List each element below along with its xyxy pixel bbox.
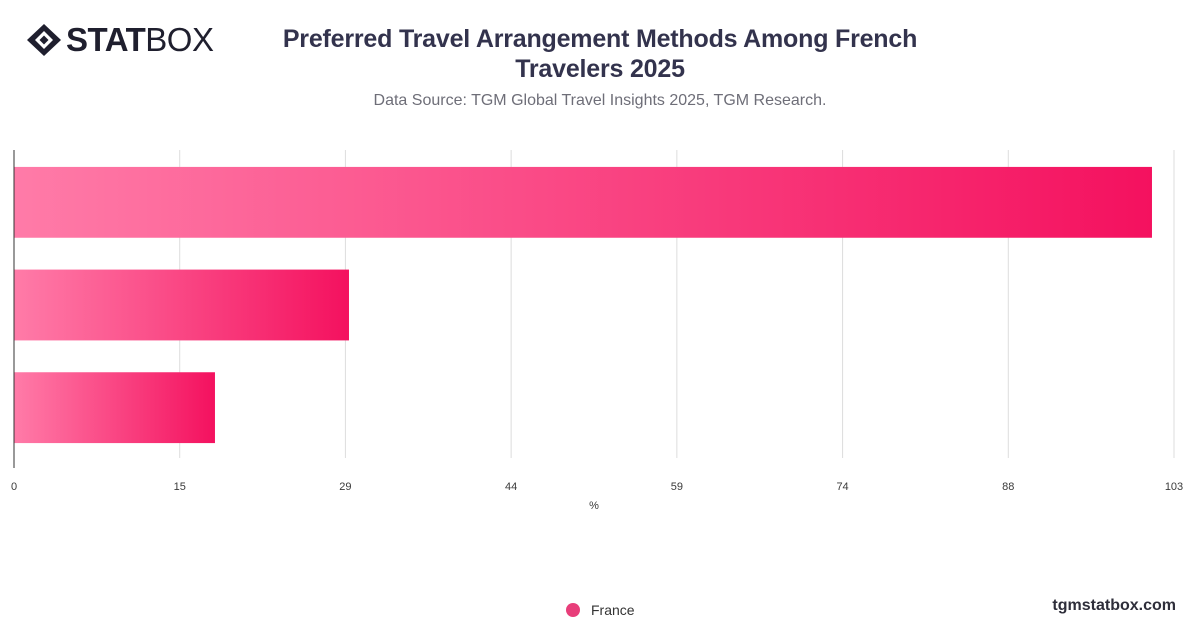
x-tick-label: 44 <box>505 481 517 493</box>
x-tick-label: 29 <box>339 481 351 493</box>
chart-title: Preferred Travel Arrangement Methods Amo… <box>250 24 950 84</box>
legend[interactable]: France <box>566 602 635 618</box>
legend-label-france[interactable]: France <box>591 602 635 618</box>
x-tick-label: 15 <box>174 481 186 493</box>
bars <box>14 166 1152 444</box>
bar-france-3[interactable] <box>14 372 215 444</box>
x-tick-label: 74 <box>836 481 848 493</box>
chart-title-line1: Preferred Travel Arrangement Methods Amo… <box>282 25 918 53</box>
x-tick-label: 103 <box>1165 481 1183 493</box>
legend-swatch-france <box>566 603 580 617</box>
x-axis-title: % <box>589 500 599 512</box>
bar-france-2[interactable] <box>14 269 349 341</box>
logo-text-light: BOX <box>145 21 214 58</box>
statbox-logo: STATBOX <box>26 21 214 58</box>
statbox-diamond-icon <box>27 24 61 56</box>
x-tick-label: 0 <box>11 481 17 493</box>
x-tick-label: 59 <box>671 481 683 493</box>
footer-url[interactable]: tgmstatbox.com <box>1052 597 1176 614</box>
x-axis: 0 15 29 44 59 74 88 103% <box>11 150 1183 512</box>
logo-text-bold: STAT <box>66 21 146 58</box>
x-tick-label: 88 <box>1002 481 1014 493</box>
chart-title-line2: Travelers 2025 <box>515 55 685 83</box>
logo-wordmark: STATBOX <box>66 21 214 58</box>
bar-chart: 0 15 29 44 59 74 88 103% <box>11 150 1183 512</box>
chart-subtitle: Data Source: TGM Global Travel Insights … <box>373 92 827 109</box>
bar-france-1[interactable] <box>14 166 1152 238</box>
